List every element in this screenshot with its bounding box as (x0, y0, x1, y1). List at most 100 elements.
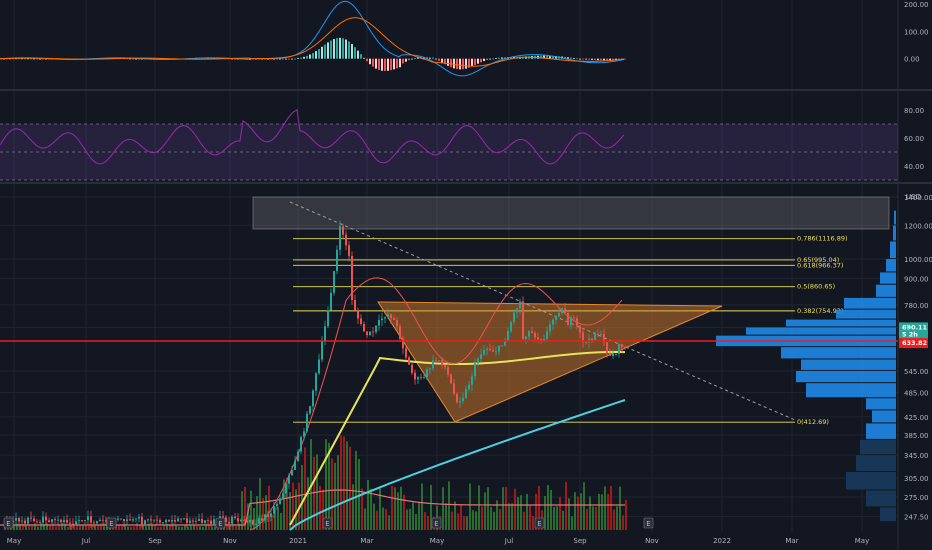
candle-body (315, 373, 317, 391)
candle-body (411, 364, 413, 373)
volume-profile-bar (866, 423, 896, 439)
volume-bar (73, 525, 75, 530)
macd-histogram-bar (21, 58, 23, 60)
candle-body (399, 325, 401, 339)
volume-bar (97, 524, 99, 530)
price-axis-tick-label: 545.00 (904, 368, 929, 376)
candle-body (507, 331, 509, 341)
time-axis-tick-label: Mar (785, 537, 798, 545)
candle-body (222, 516, 224, 518)
macd-histogram-bar (489, 58, 491, 60)
volume-bar (271, 514, 273, 530)
volume-bar (481, 506, 483, 530)
macd-histogram-bar (333, 39, 335, 59)
volume-profile-bar (866, 490, 896, 507)
volume-bar (40, 523, 42, 530)
candle-body (486, 348, 488, 350)
volume-bar (367, 480, 369, 530)
candle-body (189, 520, 191, 523)
macd-histogram-bar (429, 57, 431, 59)
volume-bar (313, 456, 315, 530)
candle-body (501, 345, 503, 347)
earnings-marker-label: E (325, 520, 329, 528)
volume-bar (283, 479, 285, 530)
volume-bar (511, 503, 513, 530)
candle-body (591, 338, 593, 341)
macd-histogram-bar (42, 58, 44, 60)
candle-body (348, 245, 350, 256)
macd-histogram-bar (354, 47, 356, 59)
candle-body (186, 518, 188, 523)
candle-body (606, 342, 608, 353)
candle-body (345, 234, 347, 246)
volume-bar (70, 524, 72, 530)
volume-bar (139, 524, 141, 530)
candle-body (321, 341, 323, 360)
volume-bar (463, 516, 465, 530)
candle-body (78, 520, 80, 522)
volume-bar (364, 508, 366, 530)
volume-bar (427, 515, 429, 530)
candle-body (438, 360, 440, 361)
candle-body (564, 308, 566, 314)
earnings-marker-box (3, 517, 14, 529)
volume-bar (130, 526, 132, 530)
macd-histogram-bar (492, 58, 494, 60)
macd-histogram-bar (573, 57, 575, 59)
candle-body (336, 249, 338, 272)
macd-histogram-bar (324, 44, 326, 59)
candle-body (252, 519, 254, 525)
macd-histogram-bar (576, 58, 578, 60)
candle-body (447, 367, 449, 375)
volume-bar (19, 524, 21, 530)
macd-histogram-bar (612, 58, 614, 60)
macd-histogram-bar (24, 58, 26, 60)
volume-profile-bar (880, 272, 896, 284)
volume-bar (448, 481, 450, 530)
volume-bar (25, 525, 27, 530)
candle-body (279, 498, 281, 504)
macd-histogram-bar (417, 57, 419, 59)
candle-body (366, 331, 368, 336)
time-axis[interactable]: May Jul Sep Nov 2021 Mar May Jul Sep Nov 2022 Mar Ma… (7, 537, 869, 545)
volume-profile-bar (860, 439, 896, 455)
candle-body (285, 483, 287, 494)
volume-bar (340, 435, 342, 530)
volume-bar (280, 512, 282, 530)
volume-bar (619, 486, 621, 530)
time-axis-tick-label: 2022 (713, 537, 731, 545)
macd-histogram-bar (39, 58, 41, 60)
volume-bar (397, 492, 399, 530)
volume-bar (445, 503, 447, 530)
volume-bar (604, 486, 606, 530)
macd-histogram-bar (273, 58, 275, 60)
candle-body (429, 368, 431, 370)
macd-histogram-bar (282, 58, 284, 60)
macd-histogram-bar (504, 57, 506, 59)
volume-bar (526, 493, 528, 530)
candle-body (453, 383, 455, 394)
rsi-axis-tick-label: 60.00 (904, 135, 924, 143)
volume-bar (103, 523, 105, 530)
volume-bar (157, 526, 159, 530)
volume-bar (187, 526, 189, 530)
candle-body (177, 518, 179, 522)
candle-body (99, 519, 101, 522)
price-axis-tick-label: 485.00 (904, 389, 929, 397)
earnings-marker-box (322, 517, 333, 529)
candle-body (162, 522, 164, 524)
candle-body (192, 520, 194, 522)
earnings-marker-label: E (646, 520, 650, 528)
candle-body (75, 521, 77, 525)
candle-body (396, 319, 398, 326)
candle-body (540, 339, 542, 341)
volume-bar (418, 501, 420, 530)
candle-body (519, 301, 521, 309)
fib-level-label: 0.618(966.37) (797, 261, 843, 269)
macd-axis-tick-label: 200.00 (904, 1, 929, 9)
candle-body (495, 351, 497, 353)
volume-bar (535, 493, 537, 530)
candle-body (609, 352, 611, 356)
candle-body (204, 520, 206, 523)
